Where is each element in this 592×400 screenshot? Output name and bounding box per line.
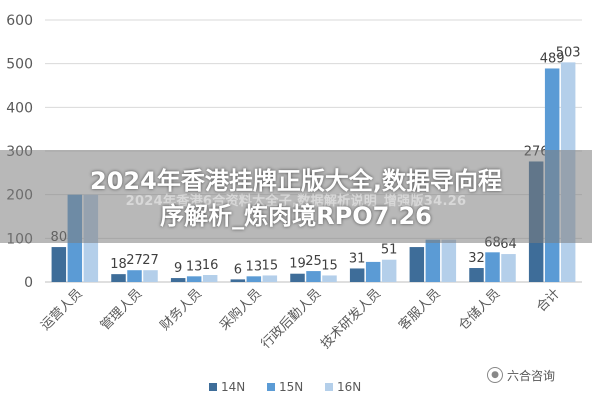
- data-label: 13: [246, 259, 263, 274]
- bar: [322, 275, 337, 282]
- legend-label: 16N: [337, 380, 361, 394]
- bar: [127, 270, 142, 282]
- bar: [381, 259, 397, 282]
- watermark: ● 六合咨询: [487, 366, 555, 384]
- bar: [290, 273, 305, 282]
- data-label: 9: [174, 261, 182, 276]
- data-label: 13: [186, 259, 203, 274]
- bar: [186, 276, 202, 282]
- legend-swatch: [209, 383, 217, 391]
- data-label: 19: [289, 257, 306, 272]
- legend-label: 15N: [279, 380, 303, 394]
- bar: [441, 239, 457, 282]
- x-tick-label: 财务人员: [157, 286, 205, 334]
- data-label: 15: [262, 258, 279, 273]
- x-tick-label: 行政后勤人员: [259, 286, 325, 352]
- y-tick-label: 500: [6, 57, 33, 73]
- title-banner: [0, 150, 592, 243]
- y-tick-label: 0: [24, 275, 33, 291]
- bar: [111, 274, 126, 282]
- x-tick-label: 管理人员: [98, 286, 145, 333]
- data-label: 16: [202, 258, 219, 273]
- wechat-icon: ●: [487, 367, 503, 383]
- data-label: 51: [381, 243, 398, 258]
- data-label: 31: [349, 251, 366, 266]
- y-tick-label: 400: [6, 100, 33, 116]
- data-label: 489: [540, 51, 565, 66]
- data-label: 18: [110, 257, 127, 272]
- legend-label: 14N: [221, 380, 245, 394]
- bar: [202, 275, 218, 282]
- data-label: 503: [556, 45, 581, 60]
- legend-swatch: [325, 383, 333, 391]
- bar: [365, 261, 381, 282]
- bar: [485, 252, 500, 282]
- x-tick-label: 采购人员: [217, 286, 265, 334]
- banner-title-line-2: 序解析_炼肉境RPO7.26: [160, 202, 432, 230]
- bar: [306, 271, 321, 282]
- data-label: 25: [305, 254, 322, 269]
- data-label: 15: [321, 258, 338, 273]
- banner-ghost-text: 2024年香港6合资料大全子,数据解析说明_增强版34.26: [125, 194, 467, 209]
- bar: [170, 278, 186, 282]
- watermark-text: 六合咨询: [507, 368, 556, 383]
- bar: [425, 239, 441, 282]
- bar: [230, 279, 246, 282]
- data-label: 27: [142, 253, 159, 268]
- bar: [409, 247, 425, 282]
- x-tick-label: 合计: [534, 286, 563, 315]
- bar: [143, 270, 158, 282]
- x-tick-label: 仓储人员: [456, 286, 503, 333]
- data-label: 32: [468, 251, 485, 266]
- data-label: 6: [234, 262, 242, 277]
- bar: [349, 268, 365, 282]
- banner-title-line-1: 2024年香港挂牌正版大全,数据导向程: [90, 167, 502, 195]
- bar: [469, 268, 484, 282]
- bar: [262, 275, 278, 282]
- y-tick-label: 600: [6, 13, 33, 29]
- bar: [501, 254, 516, 282]
- x-tick-label: 客服人员: [396, 286, 444, 334]
- x-tick-label: 技术研发人员: [318, 286, 384, 352]
- bar: [51, 247, 67, 282]
- x-tick-label: 运营人员: [38, 286, 85, 333]
- data-label: 27: [126, 253, 143, 268]
- legend-swatch: [267, 383, 275, 391]
- bar: [246, 276, 262, 282]
